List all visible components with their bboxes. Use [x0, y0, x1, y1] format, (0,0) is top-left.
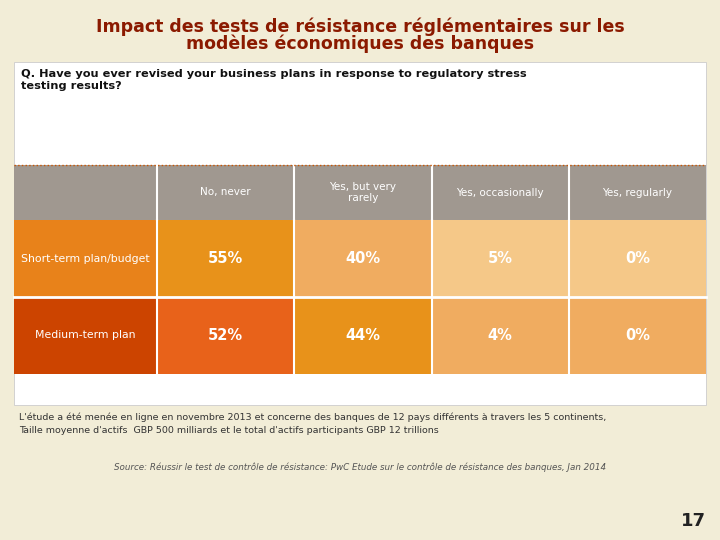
- Text: 52%: 52%: [208, 328, 243, 343]
- Bar: [14, 165, 157, 220]
- Text: 55%: 55%: [208, 251, 243, 266]
- Text: Source: Réussir le test de contrôle de résistance: PwC Etude sur le contrôle de : Source: Réussir le test de contrôle de r…: [114, 462, 606, 471]
- Text: 0%: 0%: [625, 328, 650, 343]
- Bar: [294, 165, 431, 220]
- Bar: [294, 297, 431, 374]
- Text: modèles économiques des banques: modèles économiques des banques: [186, 35, 534, 53]
- Bar: [14, 297, 157, 374]
- Bar: [157, 220, 294, 297]
- Bar: [569, 220, 706, 297]
- Text: Short-term plan/budget: Short-term plan/budget: [21, 253, 150, 264]
- Bar: [14, 220, 157, 297]
- Bar: [157, 165, 294, 220]
- Text: Yes, but very
rarely: Yes, but very rarely: [329, 181, 397, 203]
- Text: Medium-term plan: Medium-term plan: [35, 330, 136, 341]
- Text: Q. Have you ever revised your business plans in response to regulatory stress
te: Q. Have you ever revised your business p…: [21, 69, 526, 91]
- Bar: [431, 220, 569, 297]
- Text: No, never: No, never: [200, 187, 251, 198]
- Bar: [569, 297, 706, 374]
- Text: 4%: 4%: [487, 328, 513, 343]
- Text: Impact des tests de résistance réglémentaires sur les: Impact des tests de résistance réglément…: [96, 18, 624, 36]
- Bar: [294, 220, 431, 297]
- Text: Taille moyenne d'actifs  GBP 500 milliards et le total d'actifs participants GBP: Taille moyenne d'actifs GBP 500 milliard…: [19, 426, 438, 435]
- Bar: [157, 297, 294, 374]
- Bar: [431, 165, 569, 220]
- Text: Yes, regularly: Yes, regularly: [603, 187, 672, 198]
- Text: Yes, occasionally: Yes, occasionally: [456, 187, 544, 198]
- Bar: [14, 62, 706, 405]
- Text: 5%: 5%: [487, 251, 513, 266]
- Text: 17: 17: [681, 512, 706, 530]
- Text: 0%: 0%: [625, 251, 650, 266]
- Text: L'étude a été menée en ligne en novembre 2013 et concerne des banques de 12 pays: L'étude a été menée en ligne en novembre…: [19, 413, 606, 422]
- Bar: [431, 297, 569, 374]
- Text: 40%: 40%: [346, 251, 380, 266]
- Text: 44%: 44%: [346, 328, 380, 343]
- Bar: [569, 165, 706, 220]
